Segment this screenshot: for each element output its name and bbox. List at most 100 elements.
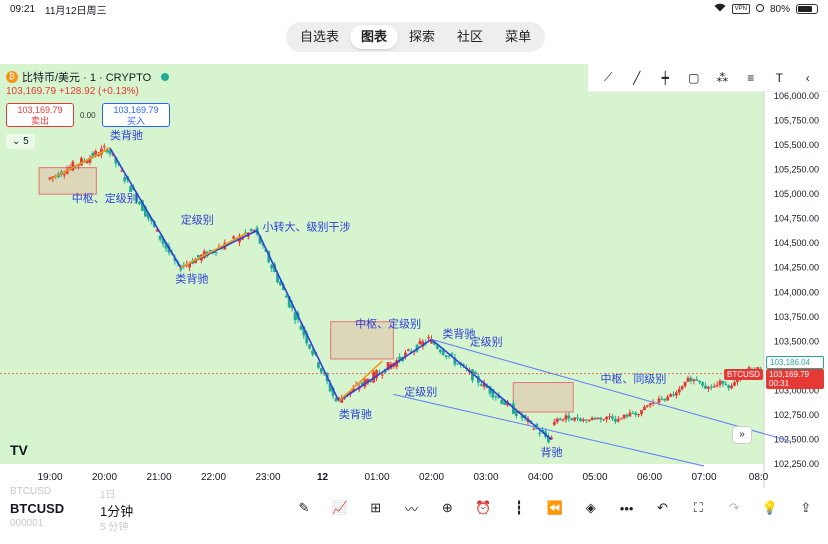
candle-body bbox=[479, 384, 483, 386]
candle-body bbox=[120, 170, 124, 172]
status-date: 11月12日周三 bbox=[45, 5, 107, 17]
symbol-selector[interactable]: BTCUSD bbox=[10, 501, 65, 516]
symbol-title[interactable]: 比特币/美元 · 1 · CRYPTO bbox=[22, 72, 152, 84]
candle-body bbox=[290, 304, 294, 309]
candle-body bbox=[380, 374, 384, 376]
tab-0[interactable]: 自选表 bbox=[300, 29, 340, 44]
pen-icon[interactable]: ✎ bbox=[298, 500, 310, 515]
candle-body bbox=[108, 150, 112, 154]
candle-body bbox=[538, 432, 542, 434]
candle-body bbox=[550, 437, 553, 440]
candle-body bbox=[129, 185, 133, 193]
price-axis-label: 104,250.00 bbox=[774, 263, 819, 273]
location-icon bbox=[755, 3, 764, 15]
time-axis-label: 03:00 bbox=[473, 472, 498, 483]
buy-button[interactable]: 103,169.79 买入 bbox=[102, 103, 170, 127]
bar-countdown: 00:31 bbox=[769, 379, 790, 388]
candle-body bbox=[573, 417, 577, 421]
price-axis-label: 102,250.00 bbox=[774, 459, 819, 469]
chevron-left-icon[interactable]: ‹ bbox=[805, 70, 810, 85]
pattern-tool-icon[interactable]: ⁂ bbox=[716, 70, 729, 85]
annotation-label: 类背驰 bbox=[442, 326, 475, 340]
candle-body bbox=[471, 369, 474, 381]
chart-header: ₿ 比特币/美元 · 1 · CRYPTO bbox=[6, 69, 170, 85]
replay-icon[interactable]: ⏪ bbox=[546, 500, 563, 515]
candle-body bbox=[552, 421, 556, 425]
text-tool-icon[interactable]: T bbox=[775, 70, 783, 85]
candle-body bbox=[398, 356, 402, 361]
ghost-code: 000001 bbox=[10, 518, 44, 529]
candle-body bbox=[249, 229, 253, 231]
candle-body bbox=[596, 417, 600, 420]
candle-body bbox=[317, 362, 320, 368]
candle-body bbox=[666, 396, 670, 401]
line-tool-icon[interactable]: ╱ bbox=[633, 70, 641, 85]
candle-body bbox=[173, 257, 177, 261]
time-axis-label: 20:00 bbox=[92, 472, 117, 483]
interval-selector[interactable]: 1分钟 bbox=[100, 504, 134, 519]
candle-body bbox=[99, 148, 103, 155]
fib-tool-icon[interactable]: ≡ bbox=[747, 70, 755, 85]
tab-3[interactable]: 社区 bbox=[457, 29, 484, 44]
candle-body bbox=[80, 158, 83, 166]
candle-body bbox=[91, 152, 95, 158]
candle-body bbox=[447, 355, 451, 357]
candle-body bbox=[433, 342, 436, 345]
candle-body bbox=[605, 416, 609, 420]
layers-icon[interactable]: ◈ bbox=[585, 500, 596, 515]
idea-icon[interactable]: 💡 bbox=[761, 500, 779, 515]
candle-body bbox=[611, 416, 614, 419]
sub-stroke bbox=[338, 360, 383, 402]
candle-body bbox=[657, 398, 661, 403]
candle-body bbox=[386, 362, 390, 371]
price-axis-label: 103,000.00 bbox=[774, 385, 819, 395]
vertical-line-tool-icon[interactable]: ┿ bbox=[661, 70, 669, 85]
candle-body bbox=[706, 386, 710, 389]
undo-icon[interactable]: ↶ bbox=[656, 500, 668, 515]
more-icon[interactable]: ••• bbox=[619, 500, 634, 516]
candle-body bbox=[613, 418, 617, 422]
drawing-toolbar: ⟋ ╱ ┿ ▢ ⁂ ≡ T ‹ bbox=[588, 64, 828, 92]
candle-body bbox=[62, 174, 66, 176]
candle-body bbox=[161, 238, 165, 244]
stroke-segment bbox=[256, 230, 340, 402]
candle-body bbox=[453, 357, 457, 365]
candle-body bbox=[319, 368, 323, 373]
sell-button[interactable]: 103,169.79 卖出 bbox=[6, 103, 74, 127]
trend-path-tool-icon[interactable]: ⟋ bbox=[604, 70, 613, 84]
time-axis-label: 12 bbox=[317, 472, 329, 483]
add-icon[interactable]: ⊕ bbox=[441, 500, 453, 515]
candle-body bbox=[85, 160, 89, 164]
chart-area[interactable]: 106,000.00 105,750.00 105,500.00 105,250.00… bbox=[0, 64, 828, 488]
rectangle-tool-icon[interactable]: ▢ bbox=[688, 70, 700, 85]
scroll-to-realtime-button[interactable]: » bbox=[732, 426, 752, 444]
time-axis-label: 01:00 bbox=[364, 472, 389, 483]
tab-2[interactable]: 探索 bbox=[409, 29, 436, 44]
candle-body bbox=[311, 350, 314, 355]
strategy-icon[interactable]: 〰 bbox=[405, 501, 419, 517]
price-axis-label: 106,000.00 bbox=[774, 91, 819, 101]
share-icon[interactable]: ⇪ bbox=[800, 500, 812, 515]
candle-body bbox=[692, 379, 696, 382]
candle-body bbox=[281, 284, 285, 291]
indicators-icon[interactable]: 📈 bbox=[331, 500, 348, 515]
alarm-icon[interactable]: ⏰ bbox=[475, 500, 492, 515]
candle-body bbox=[503, 401, 507, 405]
tab-4[interactable]: 菜单 bbox=[505, 29, 532, 44]
redo-icon[interactable]: ↷ bbox=[728, 500, 740, 515]
indicator-collapse-button[interactable]: ⌄ 5 bbox=[6, 134, 35, 149]
stroke-segment bbox=[109, 147, 182, 269]
grid-icon[interactable]: ⊞ bbox=[370, 500, 382, 515]
tab-1[interactable]: 图表 bbox=[350, 25, 399, 49]
candle-body bbox=[71, 161, 75, 171]
candle-type-icon[interactable]: ┇ bbox=[515, 500, 523, 515]
candle-body bbox=[558, 418, 562, 421]
chevron-down-icon: ⌄ bbox=[12, 136, 21, 147]
candle-body bbox=[308, 344, 312, 349]
candle-body bbox=[602, 419, 606, 421]
candlestick-chart[interactable]: 106,000.00 105,750.00 105,500.00 105,250.00… bbox=[0, 64, 828, 488]
bitcoin-icon: ₿ bbox=[6, 71, 18, 83]
fullscreen-icon[interactable]: ⛶ bbox=[693, 500, 703, 515]
ghost-symbol: BTCUSD bbox=[10, 486, 52, 497]
candle-body bbox=[634, 412, 638, 415]
